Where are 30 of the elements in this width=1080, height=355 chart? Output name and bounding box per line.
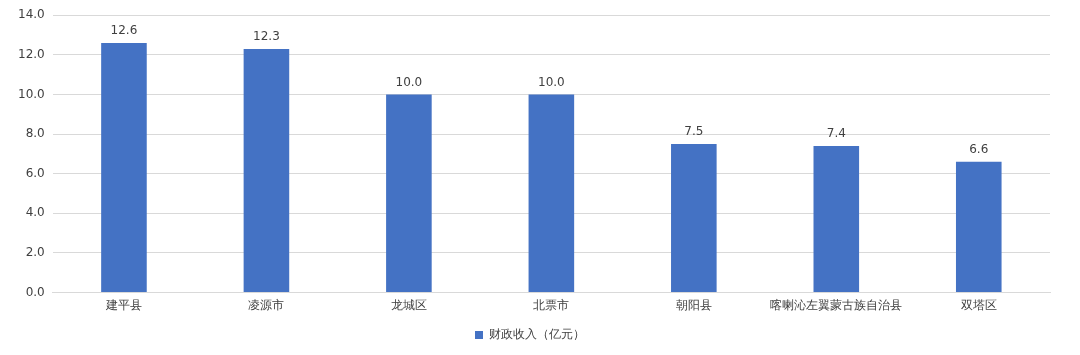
y-tick-label: 8.0	[25, 126, 45, 141]
bar	[955, 161, 1002, 293]
x-tick-label: 凌源市	[248, 297, 285, 312]
bar	[386, 94, 432, 293]
data-label: 7.4	[826, 126, 846, 141]
x-tick-label: 双塔区	[960, 297, 997, 312]
bar	[813, 145, 860, 293]
y-tick-label: 2.0	[25, 245, 45, 260]
bar	[671, 143, 717, 293]
legend-label: 财政收入（亿元）	[489, 327, 585, 342]
bar	[528, 94, 575, 293]
data-label: 7.5	[684, 124, 704, 139]
data-label: 6.6	[969, 141, 989, 156]
y-tick-label: 0.0	[25, 284, 45, 299]
x-tick-label: 建平县	[104, 297, 142, 312]
y-tick-label: 14.0	[18, 7, 45, 22]
data-label: 10.0	[538, 74, 565, 89]
x-tick-label: 喀喇沁左翼蒙古族自治县	[770, 297, 903, 312]
y-tick-label: 12.0	[18, 46, 45, 61]
data-label: 12.6	[110, 23, 138, 38]
data-label: 12.3	[253, 29, 280, 44]
x-tick-label: 朝阳县	[675, 297, 712, 312]
x-tick-label: 龙城区	[390, 297, 427, 312]
y-tick-label: 4.0	[25, 205, 45, 220]
data-label: 10.0	[395, 74, 423, 89]
y-tick-label: 10.0	[18, 86, 45, 101]
y-tick-label: 6.0	[25, 165, 45, 180]
bar	[101, 42, 147, 293]
x-tick-label: 北票市	[533, 297, 570, 312]
bar	[243, 48, 290, 293]
